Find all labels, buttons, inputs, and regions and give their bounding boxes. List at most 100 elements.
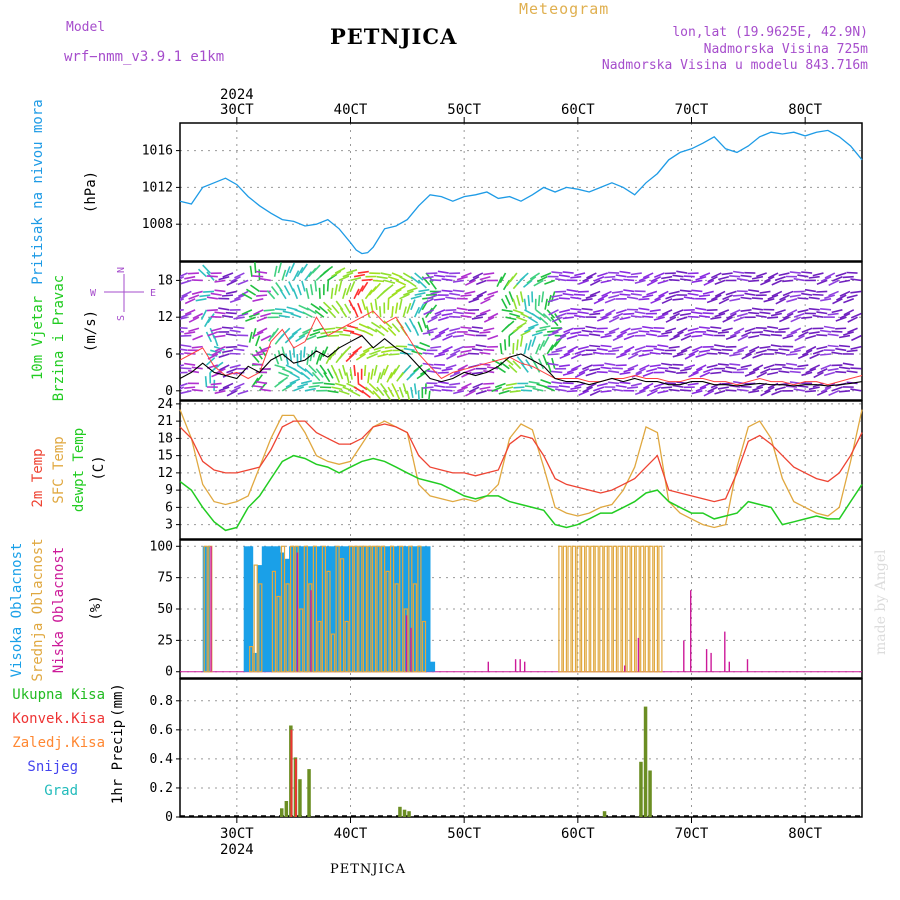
wind-barb <box>187 272 199 275</box>
wind-barb <box>248 331 253 343</box>
cloud-bar <box>710 652 712 672</box>
wind-barb <box>453 345 465 352</box>
wind-barb <box>547 362 559 366</box>
wind-barb <box>376 386 385 397</box>
wind-barb <box>389 368 397 379</box>
wind-barb <box>180 334 181 336</box>
wind-barb <box>710 326 722 330</box>
cloud-bar <box>249 645 254 673</box>
wind-barb <box>213 345 225 351</box>
wind-barb <box>285 266 291 278</box>
cloud-bar <box>284 558 290 672</box>
y-tick-label: 0 <box>165 665 173 680</box>
cloud-bar <box>637 637 640 672</box>
wind-barb <box>604 331 616 336</box>
cloud-bar <box>276 595 281 673</box>
precip-total-bar <box>643 706 648 817</box>
wind-barb <box>687 315 699 318</box>
wind-barb <box>491 386 503 393</box>
wind-barb <box>642 349 654 352</box>
wind-barb <box>794 334 805 342</box>
wind-barb <box>452 311 464 315</box>
wind-barb <box>522 279 533 288</box>
wind-barb <box>479 331 491 334</box>
wind-barb <box>487 290 499 296</box>
wind-barb <box>774 275 786 282</box>
wind-barb <box>384 279 396 284</box>
wind-barb <box>823 325 835 330</box>
wind-barb <box>430 290 442 295</box>
wind-barb <box>480 298 491 305</box>
cloud-bar <box>380 546 386 672</box>
wind-barb <box>259 388 271 392</box>
wind-barb <box>752 364 764 371</box>
wind-barb <box>842 275 854 279</box>
wind-barb <box>604 362 616 366</box>
wind-barb <box>505 382 518 387</box>
wind-barb <box>441 312 453 317</box>
wind-barb <box>306 307 317 315</box>
wind-barb <box>338 368 344 380</box>
wind-barb <box>782 290 794 297</box>
wind-barb <box>471 316 483 320</box>
wind-barb <box>326 368 334 379</box>
wind-barb <box>338 390 350 395</box>
top-time-label: 70CT <box>675 102 709 118</box>
station-title: PETNJICA <box>330 24 458 49</box>
cloud-bar <box>705 649 708 672</box>
wind-barb <box>291 327 302 336</box>
wind-barb <box>180 348 188 352</box>
wind-barb <box>392 364 401 375</box>
wind-barb <box>523 298 527 310</box>
cloud-axis-title-2: Srednja Oblacnost <box>30 538 46 681</box>
wind-barb <box>589 312 601 316</box>
wind-barb <box>744 371 756 377</box>
wind-barb <box>241 292 253 300</box>
wind-barb <box>300 263 308 274</box>
wind-barb <box>434 331 446 338</box>
wind-barb <box>468 329 480 333</box>
wind-barb <box>434 353 446 358</box>
wind-barb <box>759 290 771 294</box>
wind-barb <box>767 325 779 330</box>
cloud-bar <box>580 545 586 673</box>
wind-barb <box>778 348 790 352</box>
wind-barb <box>422 331 434 335</box>
wind-barb <box>717 363 729 366</box>
wind-barb <box>608 370 620 374</box>
wind-barb <box>570 275 582 279</box>
wind-barb <box>702 312 714 315</box>
wind-barb <box>237 344 249 348</box>
cloud-bar <box>320 546 326 672</box>
compass-w: W <box>90 288 97 299</box>
wind-barb <box>180 312 192 318</box>
precip-total-bar <box>284 801 289 817</box>
wind-barb <box>281 327 291 337</box>
wind-barb <box>808 386 820 391</box>
wind-barb <box>544 385 556 392</box>
wind-barb <box>657 344 669 348</box>
wind-barb <box>301 280 306 292</box>
wind-barb <box>808 307 820 311</box>
wind-barb <box>341 364 347 376</box>
wind-barb <box>218 386 230 392</box>
wind-barb <box>418 288 430 293</box>
wind-barb <box>778 272 790 277</box>
wind-barb <box>538 358 545 370</box>
wind-barb <box>366 325 378 333</box>
y-tick-label: 1008 <box>142 217 173 232</box>
wind-barb <box>563 327 574 334</box>
wind-barb <box>804 288 817 293</box>
cloud-axis-title-3: Niska Oblacnost <box>51 547 67 673</box>
wind-barb <box>349 368 353 380</box>
wind-barb <box>512 298 518 310</box>
wind-barb <box>327 308 336 318</box>
wind-barb <box>197 268 208 278</box>
wind-barb <box>627 386 639 389</box>
wind-barb <box>184 386 196 389</box>
wind-barb <box>752 386 764 392</box>
wind-barb <box>283 285 291 296</box>
precip-unit: (mm) <box>110 683 126 717</box>
cloud-bar <box>285 583 290 673</box>
wind-barb <box>582 364 593 370</box>
